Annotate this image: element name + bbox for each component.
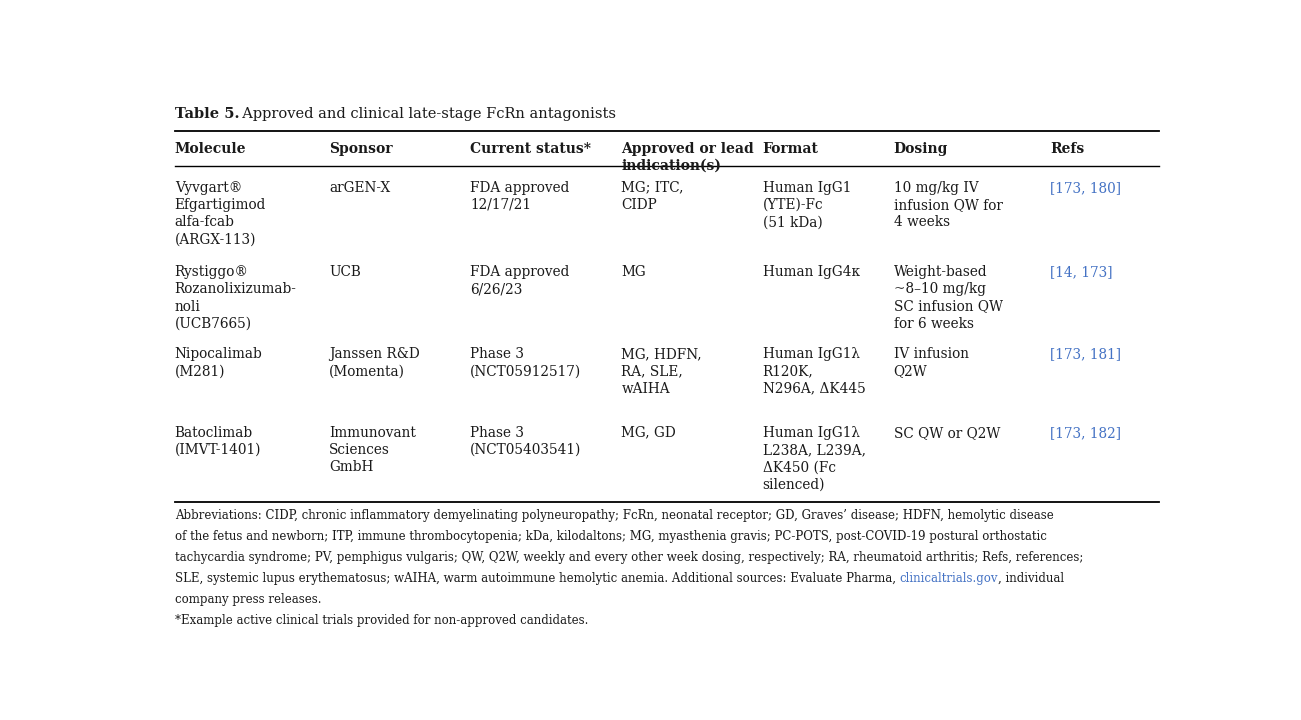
Text: [173, 180]: [173, 180] xyxy=(1050,181,1121,194)
Text: Dosing: Dosing xyxy=(894,142,948,156)
Text: Vyvgart®
Efgartigimod
alfa-fcab
(ARGX-113): Vyvgart® Efgartigimod alfa-fcab (ARGX-11… xyxy=(174,181,267,246)
Text: company press releases.: company press releases. xyxy=(174,593,321,606)
Text: , individual: , individual xyxy=(998,572,1064,585)
Text: MG; ITC,
CIDP: MG; ITC, CIDP xyxy=(622,181,684,212)
Text: [173, 182]: [173, 182] xyxy=(1050,426,1121,440)
Text: Format: Format xyxy=(762,142,818,156)
Text: MG, HDFN,
RA, SLE,
wAIHA: MG, HDFN, RA, SLE, wAIHA xyxy=(622,347,703,395)
Text: Phase 3
(NCT05403541): Phase 3 (NCT05403541) xyxy=(470,426,582,457)
Text: [14, 173]: [14, 173] xyxy=(1050,265,1112,279)
Text: SLE, systemic lupus erythematosus; wAIHA, warm autoimmune hemolytic anemia. Addi: SLE, systemic lupus erythematosus; wAIHA… xyxy=(174,572,899,585)
Text: FDA approved
6/26/23: FDA approved 6/26/23 xyxy=(470,265,570,296)
Text: Human IgG4κ: Human IgG4κ xyxy=(762,265,860,279)
Text: Current status*: Current status* xyxy=(470,142,591,156)
Text: Approved and clinical late-stage FcRn antagonists: Approved and clinical late-stage FcRn an… xyxy=(233,107,617,122)
Text: Weight-based
~8–10 mg/kg
SC infusion QW
for 6 weeks: Weight-based ~8–10 mg/kg SC infusion QW … xyxy=(894,265,1003,330)
Text: Sponsor: Sponsor xyxy=(329,142,393,156)
Text: Nipocalimab
(M281): Nipocalimab (M281) xyxy=(174,347,263,378)
Text: Janssen R&D
(Momenta): Janssen R&D (Momenta) xyxy=(329,347,420,378)
Text: Human IgG1
(YTE)-Fc
(51 kDa): Human IgG1 (YTE)-Fc (51 kDa) xyxy=(762,181,851,229)
Text: Molecule: Molecule xyxy=(174,142,246,156)
Text: Immunovant
Sciences
GmbH: Immunovant Sciences GmbH xyxy=(329,426,416,474)
Text: [173, 181]: [173, 181] xyxy=(1050,347,1121,361)
Text: UCB: UCB xyxy=(329,265,360,279)
Text: tachycardia syndrome; PV, pemphigus vulgaris; QW, Q2W, weekly and every other we: tachycardia syndrome; PV, pemphigus vulg… xyxy=(174,551,1084,564)
Text: FDA approved
12/17/21: FDA approved 12/17/21 xyxy=(470,181,570,212)
Text: MG: MG xyxy=(622,265,647,279)
Text: 10 mg/kg IV
infusion QW for
4 weeks: 10 mg/kg IV infusion QW for 4 weeks xyxy=(894,181,1003,229)
Text: Table 5.: Table 5. xyxy=(174,107,239,122)
Text: Phase 3
(NCT05912517): Phase 3 (NCT05912517) xyxy=(470,347,582,378)
Text: arGEN-X: arGEN-X xyxy=(329,181,390,194)
Text: Rystiggo®
Rozanolixizumab-
noli
(UCB7665): Rystiggo® Rozanolixizumab- noli (UCB7665… xyxy=(174,265,297,330)
Text: of the fetus and newborn; ITP, immune thrombocytopenia; kDa, kilodaltons; MG, my: of the fetus and newborn; ITP, immune th… xyxy=(174,530,1046,543)
Text: Approved or lead
indication(s): Approved or lead indication(s) xyxy=(622,142,755,173)
Text: Human IgG1λ
R120K,
N296A, ΔK445: Human IgG1λ R120K, N296A, ΔK445 xyxy=(762,347,865,395)
Text: Abbreviations: CIDP, chronic inflammatory demyelinating polyneuropathy; FcRn, ne: Abbreviations: CIDP, chronic inflammator… xyxy=(174,509,1054,522)
Text: SC QW or Q2W: SC QW or Q2W xyxy=(894,426,1000,440)
Text: Human IgG1λ
L238A, L239A,
ΔK450 (Fc
silenced): Human IgG1λ L238A, L239A, ΔK450 (Fc sile… xyxy=(762,426,865,492)
Text: Refs: Refs xyxy=(1050,142,1084,156)
Text: clinicaltrials.gov: clinicaltrials.gov xyxy=(899,572,998,585)
Text: *Example active clinical trials provided for non-approved candidates.: *Example active clinical trials provided… xyxy=(174,614,588,627)
Text: IV infusion
Q2W: IV infusion Q2W xyxy=(894,347,969,378)
Text: Batoclimab
(IMVT-1401): Batoclimab (IMVT-1401) xyxy=(174,426,262,457)
Text: MG, GD: MG, GD xyxy=(622,426,677,440)
